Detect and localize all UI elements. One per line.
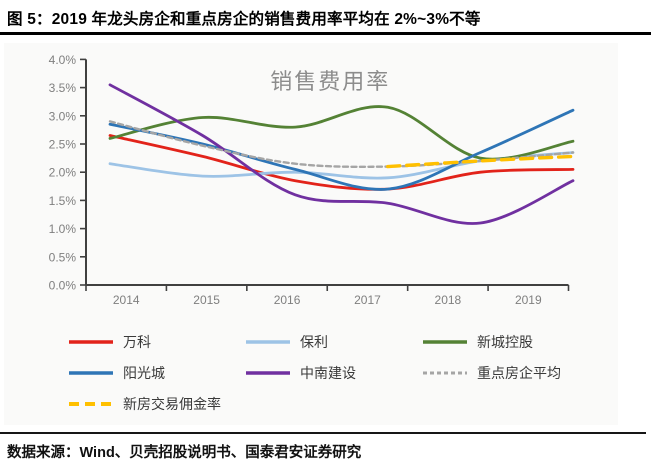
y-tick-label: 0.5% [49,250,77,264]
chart-area [4,43,618,425]
y-tick-label: 3.0% [49,109,77,123]
y-tick-label: 4.0% [49,53,77,67]
legend-swatch-baoli [246,339,290,344]
x-tick-label: 2019 [515,293,542,307]
series-line-xinfangyongjinlu [386,154,575,169]
chart-svg: 0.0% 0.5% 1.0% 1.5% 2.0% 2.5% 3.0% 3.5% 4.0% 2014… [49,53,575,307]
legend-label: 新城控股 [477,333,533,350]
y-tick-label: 1.5% [49,194,77,208]
legend-item-yangguangcheng: 阳光城 [68,362,245,383]
legend-item-zhongdianfangqipingjun: 重点房企平均 [422,362,616,383]
y-tick-label: 3.5% [49,81,77,95]
legend-label: 阳光城 [123,364,165,381]
footer-divider [0,432,646,434]
x-tick-label: 2015 [193,293,220,307]
legend-label: 重点房企平均 [477,364,561,381]
legend-label: 中南建设 [300,364,356,381]
legend-swatch-wanke [69,339,113,344]
chart-legend: 万科 保利 新城控股阳光城 中南建设 重点房企平均新房交易佣金率 [68,331,616,414]
series-line-xinchengkonggu [108,105,575,161]
legend-item-baoli: 保利 [245,331,422,352]
legend-item-wanke: 万科 [68,331,245,352]
y-tick-label: 2.0% [49,166,77,180]
figure-title: 图 5：2019 年龙头房企和重点房企的销售费用率平均在 2%~3%不等 [7,11,481,28]
legend-label: 万科 [123,333,151,350]
legend-label: 新房交易佣金率 [123,395,221,412]
legend-swatch-xinchengkonggu [423,339,467,344]
y-tick-label: 1.0% [49,222,77,236]
series-line-yangguangcheng [108,108,575,191]
y-tick-label: 2.5% [49,138,77,152]
title-divider [0,32,651,35]
series-line-zhongnanjianshe [108,83,575,225]
legend-swatch-zhongdianfangqipingjun [423,371,467,374]
x-tick-label: 2017 [354,293,381,307]
legend-swatch-yangguangcheng [69,370,113,375]
x-tick-label: 2014 [113,293,140,307]
x-tick-label: 2018 [435,293,462,307]
legend-swatch-xinfangyongjinlu [69,401,113,406]
legend-item-xinchengkonggu: 新城控股 [422,331,616,352]
x-tick-label: 2016 [274,293,301,307]
chart-title: 销售费用率 [270,69,390,94]
legend-item-zhongnanjianshe: 中南建设 [245,362,422,383]
series-line-baoli [108,151,575,180]
y-tick-label: 0.0% [49,279,77,293]
legend-swatch-zhongnanjianshe [246,370,290,375]
source-note: 数据来源：Wind、贝壳招股说明书、国泰君安证券研究 [7,445,362,461]
legend-label: 保利 [300,333,328,350]
legend-item-xinfangyongjinlu: 新房交易佣金率 [68,393,245,414]
series-line-wanke [108,134,575,191]
